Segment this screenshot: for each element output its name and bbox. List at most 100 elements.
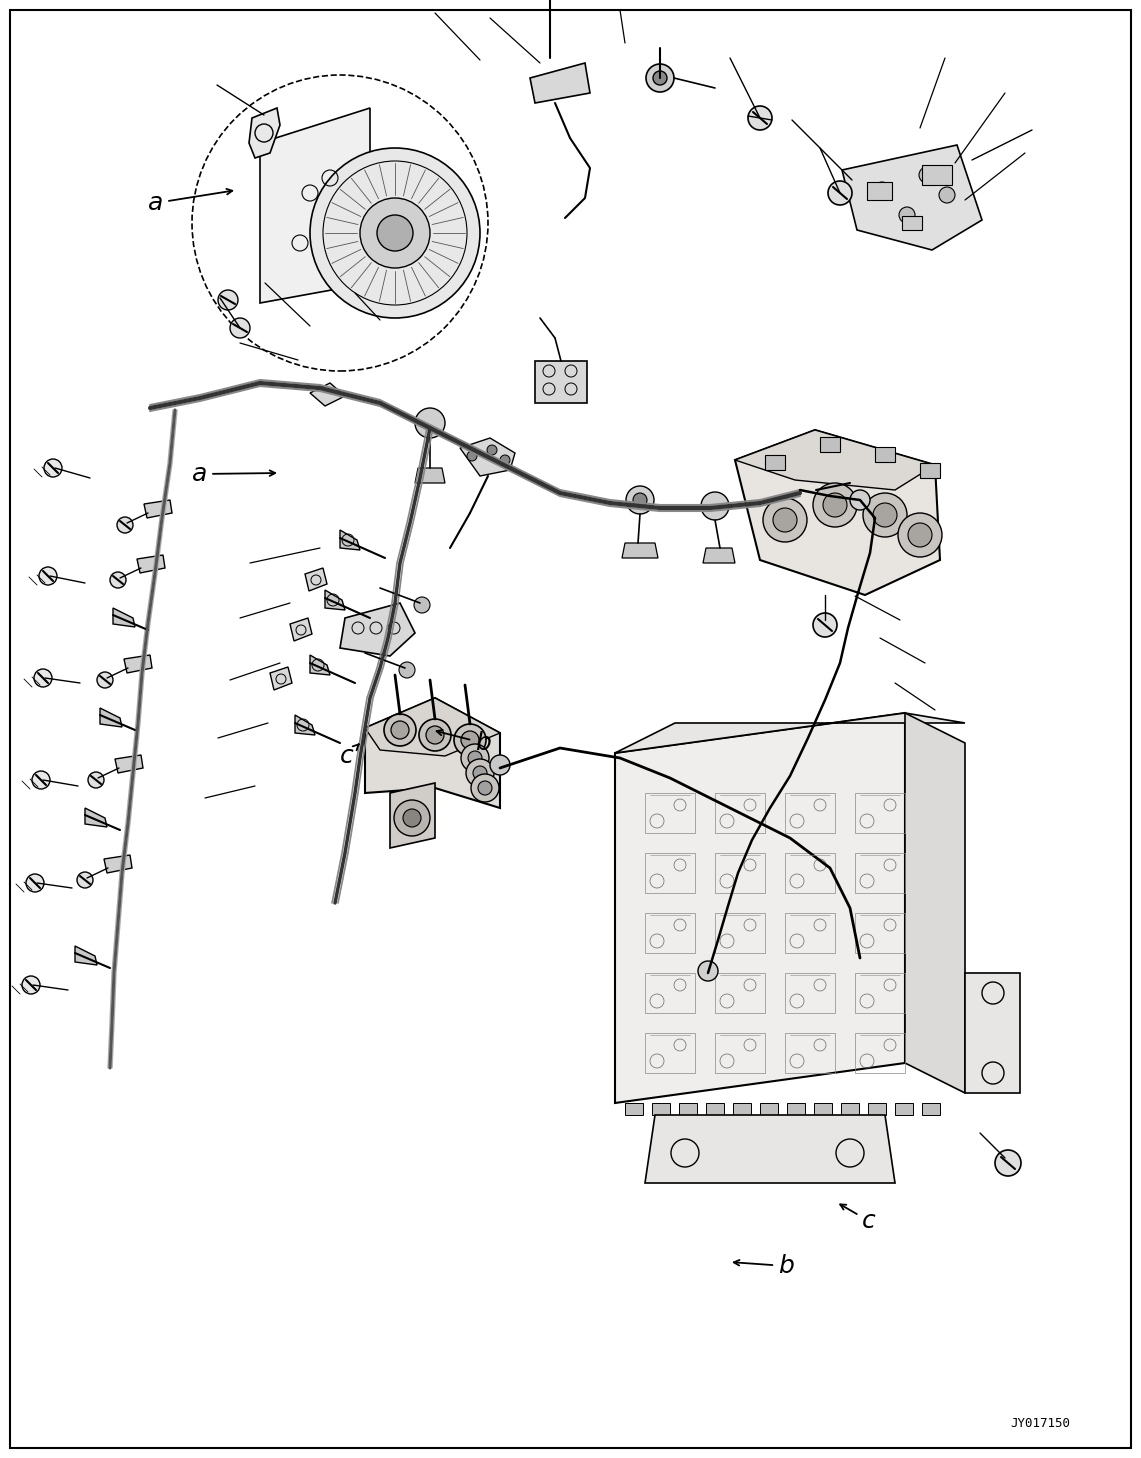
Circle shape: [873, 503, 897, 526]
Text: c: c: [340, 744, 359, 768]
Bar: [855, 793, 905, 833]
Circle shape: [474, 765, 487, 780]
Polygon shape: [365, 698, 500, 757]
Circle shape: [414, 596, 430, 612]
Polygon shape: [113, 608, 135, 627]
Polygon shape: [305, 569, 327, 590]
Polygon shape: [645, 1115, 895, 1182]
Circle shape: [772, 507, 798, 532]
Bar: [645, 972, 695, 1013]
Circle shape: [471, 774, 499, 802]
Bar: [785, 913, 835, 954]
Circle shape: [454, 725, 486, 757]
Circle shape: [403, 809, 421, 827]
Circle shape: [218, 290, 238, 311]
Polygon shape: [260, 108, 370, 303]
Circle shape: [26, 873, 44, 892]
Bar: [715, 1034, 764, 1073]
Bar: [855, 972, 905, 1013]
Circle shape: [814, 612, 837, 637]
Polygon shape: [249, 108, 280, 157]
Polygon shape: [296, 714, 315, 735]
Bar: [625, 1104, 644, 1115]
Circle shape: [468, 751, 482, 765]
Circle shape: [110, 572, 126, 588]
Circle shape: [995, 1150, 1021, 1177]
Polygon shape: [703, 548, 735, 563]
Bar: [785, 853, 835, 892]
Polygon shape: [842, 144, 982, 249]
Polygon shape: [735, 430, 934, 490]
Bar: [652, 1104, 670, 1115]
Text: a: a: [192, 462, 275, 486]
Bar: [922, 1104, 940, 1115]
Bar: [764, 455, 785, 469]
Circle shape: [34, 669, 52, 687]
Circle shape: [415, 408, 445, 437]
Bar: [841, 1104, 859, 1115]
Circle shape: [76, 872, 94, 888]
Polygon shape: [340, 531, 361, 550]
Circle shape: [467, 451, 477, 461]
Bar: [855, 1034, 905, 1073]
Circle shape: [97, 672, 113, 688]
Bar: [706, 1104, 725, 1115]
Bar: [645, 1034, 695, 1073]
Circle shape: [793, 483, 807, 497]
Circle shape: [626, 486, 654, 515]
Bar: [715, 972, 764, 1013]
Polygon shape: [290, 618, 311, 642]
Circle shape: [394, 800, 430, 835]
Polygon shape: [735, 430, 940, 595]
Bar: [760, 1104, 778, 1115]
Polygon shape: [310, 383, 345, 405]
Circle shape: [44, 459, 62, 477]
Polygon shape: [390, 783, 435, 849]
Circle shape: [32, 771, 50, 789]
Polygon shape: [460, 437, 515, 475]
Circle shape: [399, 662, 415, 678]
Text: c: c: [840, 1204, 876, 1233]
Text: b: b: [734, 1254, 794, 1279]
Circle shape: [919, 168, 934, 184]
Bar: [814, 1104, 832, 1115]
Polygon shape: [104, 854, 132, 873]
Polygon shape: [115, 755, 143, 773]
Circle shape: [461, 730, 479, 749]
Polygon shape: [124, 655, 152, 674]
Bar: [820, 437, 840, 452]
Bar: [895, 1104, 913, 1115]
Polygon shape: [965, 972, 1020, 1094]
Polygon shape: [615, 713, 965, 752]
Bar: [645, 793, 695, 833]
Bar: [787, 1104, 806, 1115]
Circle shape: [908, 523, 932, 547]
Circle shape: [899, 207, 915, 223]
Bar: [645, 853, 695, 892]
Circle shape: [310, 149, 480, 318]
Circle shape: [478, 781, 492, 795]
Circle shape: [426, 726, 444, 744]
Circle shape: [385, 714, 416, 746]
Polygon shape: [75, 946, 97, 965]
Bar: [922, 165, 952, 185]
Bar: [920, 464, 940, 478]
Circle shape: [850, 490, 869, 510]
Circle shape: [646, 64, 674, 92]
Polygon shape: [325, 590, 345, 609]
Polygon shape: [137, 555, 165, 573]
Bar: [903, 216, 922, 230]
Circle shape: [898, 513, 942, 557]
Circle shape: [489, 755, 510, 776]
Bar: [715, 853, 764, 892]
Bar: [785, 793, 835, 833]
Polygon shape: [84, 808, 107, 827]
Circle shape: [230, 318, 250, 338]
Polygon shape: [905, 713, 965, 1094]
Text: a: a: [148, 190, 233, 214]
Bar: [867, 182, 892, 200]
Circle shape: [863, 493, 907, 537]
Polygon shape: [415, 468, 445, 483]
Bar: [785, 1034, 835, 1073]
Polygon shape: [340, 604, 415, 656]
